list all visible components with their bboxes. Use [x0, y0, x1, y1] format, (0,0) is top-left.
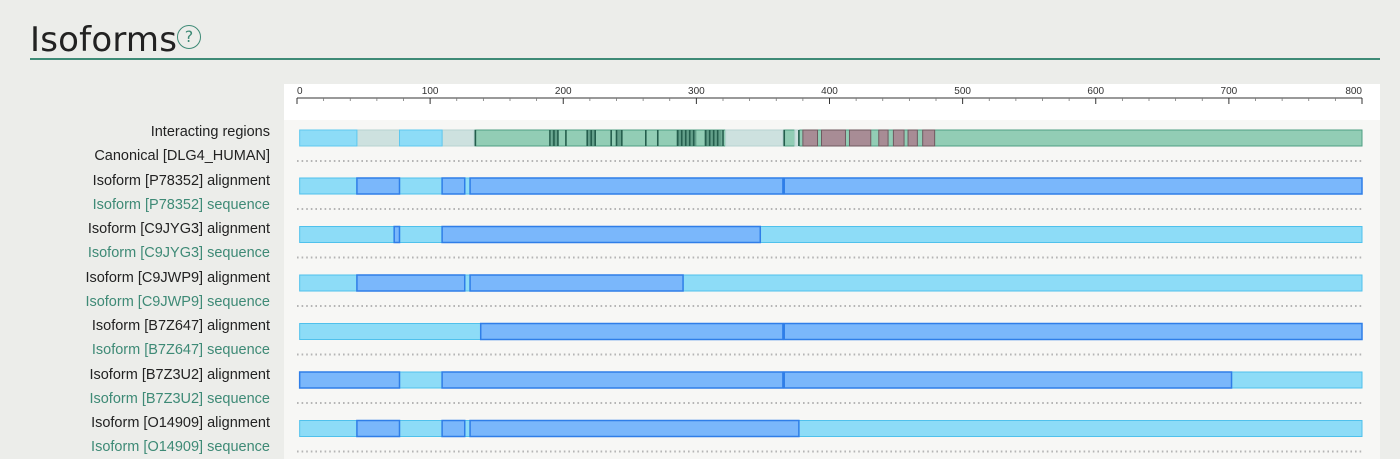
isoform-alignment-dark[interactable]	[393, 225, 401, 244]
isoform-sequence-link[interactable]: Isoform [C9JWP9] sequence	[85, 294, 270, 310]
isoform-alignment-label: Isoform [C9JWP9] alignment	[85, 270, 270, 286]
isoform-alignment-label: Isoform [B7Z3U2] alignment	[89, 367, 270, 383]
help-circle-icon[interactable]: ?	[177, 25, 201, 49]
isoform-alignment-dark[interactable]	[783, 177, 1363, 195]
isoform-alignment-dark[interactable]	[469, 419, 800, 438]
interacting-region-blue[interactable]	[399, 129, 443, 147]
canonical-label: Canonical [DLG4_HUMAN]	[94, 148, 270, 164]
isoform-alignment-dark[interactable]	[441, 371, 784, 389]
section-title: Isoforms	[30, 20, 178, 60]
interacting-region-mauve[interactable]	[878, 129, 889, 147]
section-header: Isoforms ?	[30, 18, 1380, 60]
isoform-alignment-label: Isoform [P78352] alignment	[92, 173, 270, 189]
interacting-region-gray[interactable]	[356, 129, 401, 147]
axis-tick-label: 600	[1087, 86, 1104, 97]
isoform-alignment-label: Isoform [O14909] alignment	[91, 415, 270, 431]
isoform-sequence-link[interactable]: Isoform [O14909] sequence	[91, 439, 270, 455]
isoform-sequence-link[interactable]: Isoform [C9JYG3] sequence	[87, 245, 270, 261]
isoform-alignment-label: Isoform [C9JYG3] alignment	[87, 221, 270, 237]
axis-tick-label: 500	[954, 86, 971, 97]
interacting-region-mauve[interactable]	[821, 129, 846, 147]
interacting-region-mauve[interactable]	[907, 129, 918, 147]
isoform-alignment-dark[interactable]	[479, 322, 784, 341]
axis-tick-label: 200	[555, 86, 572, 97]
ruler-background	[284, 84, 1380, 120]
interacting-region-band	[616, 130, 622, 146]
interacting-region-mauve[interactable]	[892, 129, 905, 147]
isoform-alignment-dark[interactable]	[469, 274, 684, 292]
isoform-alignment-dark[interactable]	[469, 177, 784, 195]
isoform-sequence-link[interactable]: Isoform [P78352] sequence	[92, 197, 270, 213]
isoform-sequence-link[interactable]: Isoform [B7Z3U2] sequence	[89, 391, 270, 407]
interacting-region-gray[interactable]	[725, 129, 784, 147]
axis-tick-label: 100	[422, 86, 439, 97]
axis-tick-label: 300	[688, 86, 705, 97]
isoform-alignment-dark[interactable]	[441, 177, 466, 195]
interacting-region-mauve[interactable]	[922, 129, 936, 147]
interacting-region-mauve[interactable]	[802, 129, 819, 147]
isoform-alignment-label: Isoform [B7Z647] alignment	[91, 318, 270, 334]
axis-tick-label: 700	[1221, 86, 1238, 97]
isoform-alignment-dark[interactable]	[783, 371, 1233, 389]
isoform-alignment-dark[interactable]	[441, 419, 466, 438]
isoform-sequence-link[interactable]: Isoform [B7Z647] sequence	[91, 342, 270, 358]
isoform-alignment-dark[interactable]	[356, 274, 466, 292]
interacting-region-gray[interactable]	[441, 129, 475, 147]
isoform-alignment-dark[interactable]	[298, 371, 401, 389]
isoform-alignment-dark[interactable]	[356, 177, 401, 195]
isoform-viewer-svg[interactable]: 0 100 200 300 400 500 600 700 800	[284, 84, 1380, 459]
axis-tick-label: 0	[297, 86, 303, 97]
interacting-region-mauve[interactable]	[848, 129, 872, 147]
axis-tick-label: 400	[821, 86, 838, 97]
interacting-regions-label: Interacting regions	[150, 124, 270, 140]
interacting-region-blue[interactable]	[299, 129, 358, 147]
isoform-viewer-panel[interactable]: 0 100 200 300 400 500 600 700 800	[284, 84, 1380, 459]
isoform-alignment-dark[interactable]	[783, 322, 1363, 341]
isoform-alignment-dark[interactable]	[356, 419, 401, 438]
interacting-region-green[interactable]	[473, 129, 1363, 147]
axis-tick-label: 800	[1345, 86, 1362, 97]
isoform-alignment-dark[interactable]	[441, 225, 762, 244]
